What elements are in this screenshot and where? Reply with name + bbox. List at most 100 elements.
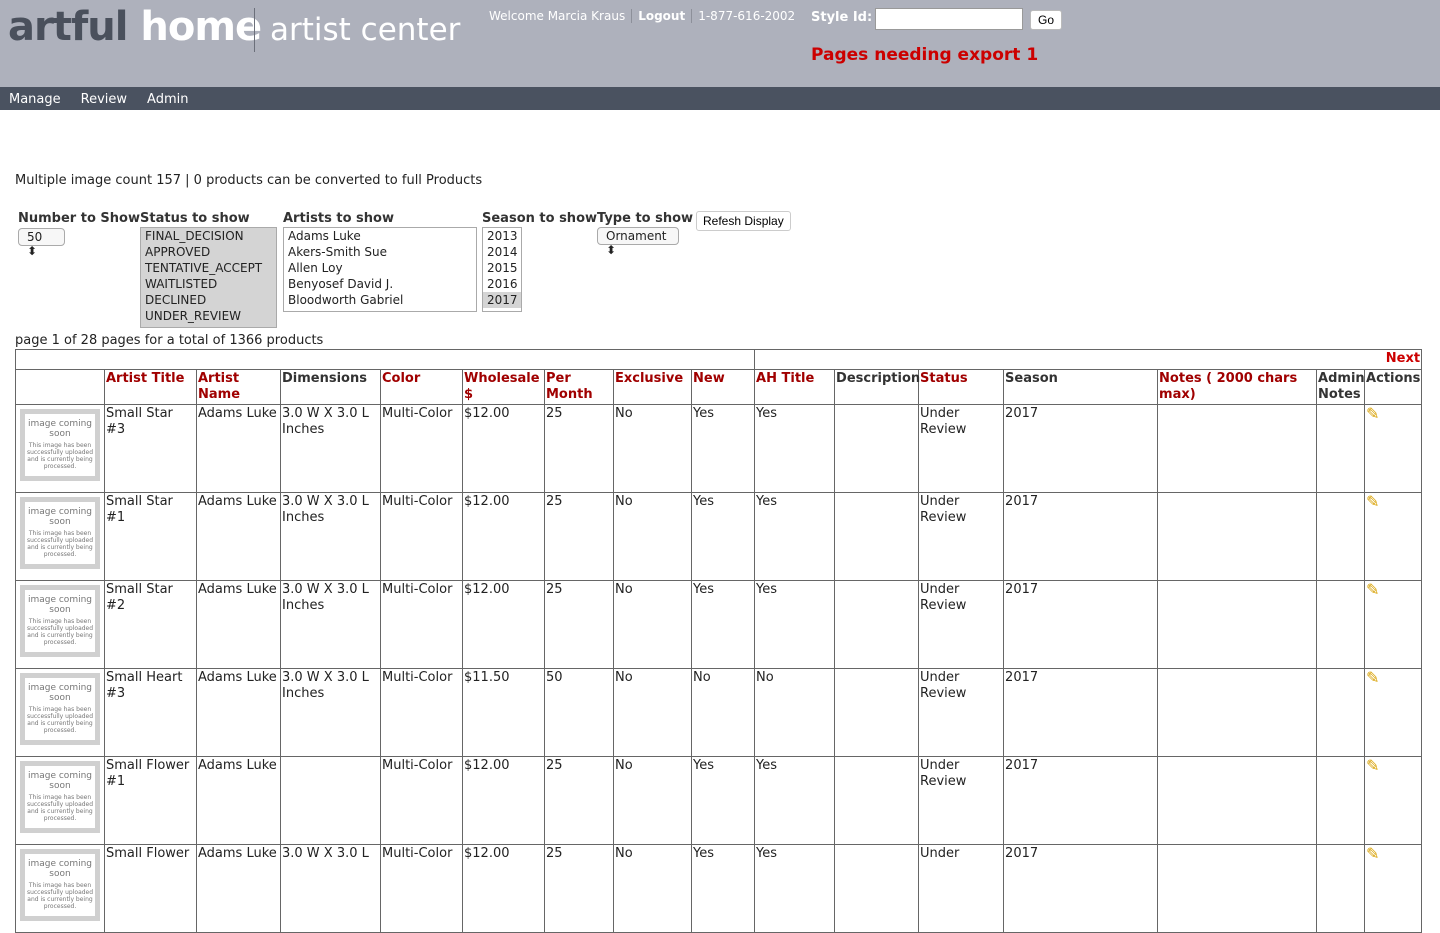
cell-season: 2017 bbox=[1003, 844, 1159, 933]
cell-status: Under Review bbox=[918, 580, 1005, 669]
cell-artist-title: Small Star #2 bbox=[104, 580, 197, 669]
cell-new: Yes bbox=[690, 492, 756, 581]
column-header[interactable]: New bbox=[690, 369, 756, 405]
column-header[interactable]: Artist Name bbox=[196, 369, 281, 405]
cell-per-month: 25 bbox=[544, 756, 614, 845]
column-header[interactable]: Color bbox=[380, 369, 463, 405]
cell-admin-notes bbox=[1316, 404, 1366, 493]
image-placeholder: image coming soon This image has been suc… bbox=[20, 673, 100, 745]
style-id-input[interactable] bbox=[875, 8, 1023, 30]
placeholder-body: This image has been successfully uploade… bbox=[26, 794, 94, 822]
placeholder-text: image coming soon This image has been suc… bbox=[25, 854, 95, 916]
cell-notes-chars-max bbox=[1157, 492, 1318, 581]
status-option[interactable]: APPROVED bbox=[141, 244, 276, 260]
season-option[interactable]: 2017 bbox=[483, 292, 521, 308]
cell-per-month: 25 bbox=[544, 492, 614, 581]
edit-pencil-icon[interactable]: ✎ bbox=[1366, 404, 1380, 423]
table-row: image coming soon This image has been suc… bbox=[15, 492, 1423, 581]
cell-exclusive: No bbox=[613, 668, 692, 757]
edit-pencil-icon[interactable]: ✎ bbox=[1366, 580, 1380, 599]
column-header[interactable]: Exclusive bbox=[613, 369, 692, 405]
artist-option[interactable]: Akers-Smith Sue bbox=[288, 245, 387, 259]
season-option[interactable]: 2013 bbox=[487, 229, 518, 243]
top-links: Welcome Marcia Kraus Logout 1-877-616-20… bbox=[489, 9, 801, 23]
cell-new: Yes bbox=[690, 580, 756, 669]
nav-manage[interactable]: Manage bbox=[9, 92, 61, 107]
cell-artist-name: Adams Luke bbox=[196, 668, 281, 757]
column-header[interactable]: Artist Title bbox=[104, 369, 197, 405]
nav-admin[interactable]: Admin bbox=[147, 92, 189, 107]
cell-new: Yes bbox=[690, 844, 756, 933]
cell-per-month: 25 bbox=[544, 580, 614, 669]
status-option[interactable]: WAITLISTED bbox=[141, 276, 276, 292]
placeholder-title: image coming soon bbox=[27, 771, 93, 791]
nav-review[interactable]: Review bbox=[80, 92, 128, 107]
export-message[interactable]: Pages needing export 1 bbox=[811, 45, 1039, 65]
actions-cell: ✎ bbox=[1364, 756, 1423, 845]
artist-option[interactable]: Bloodworth Gabriel bbox=[288, 293, 404, 307]
cell-ah-title: Yes bbox=[754, 756, 836, 845]
edit-pencil-icon[interactable]: ✎ bbox=[1366, 492, 1380, 511]
table-row: image coming soon This image has been suc… bbox=[15, 844, 1423, 933]
cell-artist-name: Adams Luke bbox=[196, 844, 281, 933]
edit-pencil-icon[interactable]: ✎ bbox=[1366, 844, 1380, 863]
edit-pencil-icon[interactable]: ✎ bbox=[1366, 756, 1380, 775]
status-list[interactable]: FINAL_DECISION APPROVED TENTATIVE_ACCEPT WA… bbox=[140, 227, 277, 328]
cell-dimensions: 3.0 W X 3.0 L Inches bbox=[280, 668, 381, 757]
refresh-display-button[interactable]: Refesh Display bbox=[696, 211, 791, 231]
logout-link[interactable]: Logout bbox=[632, 9, 693, 23]
cell-ah-title: Yes bbox=[754, 492, 836, 581]
cell-description bbox=[834, 844, 920, 933]
column-header[interactable]: AH Title bbox=[754, 369, 836, 405]
status-option[interactable]: FINAL_DECISION bbox=[141, 228, 276, 244]
cell-season: 2017 bbox=[1003, 404, 1159, 493]
cell-wholesale: $11.50 bbox=[462, 668, 545, 757]
image-cell: image coming soon This image has been suc… bbox=[15, 580, 105, 669]
cell-exclusive: No bbox=[613, 756, 692, 845]
cell-exclusive: No bbox=[613, 404, 692, 493]
artists-list[interactable]: Adams Luke Akers-Smith Sue Allen Loy Benyos… bbox=[283, 227, 477, 312]
actions-cell: ✎ bbox=[1364, 404, 1423, 493]
cell-description bbox=[834, 404, 920, 493]
cell-artist-name: Adams Luke bbox=[196, 756, 281, 845]
status-option[interactable]: TENTATIVE_ACCEPT bbox=[141, 260, 276, 276]
number-select[interactable]: 50 ⬍ bbox=[18, 228, 65, 258]
placeholder-body: This image has been successfully uploade… bbox=[26, 530, 94, 558]
column-header[interactable]: Wholesale $ bbox=[462, 369, 545, 405]
status-option[interactable]: DECLINED bbox=[141, 292, 276, 308]
cell-description bbox=[834, 492, 920, 581]
column-header: Admin Notes bbox=[1316, 369, 1366, 405]
next-link[interactable]: Next bbox=[1385, 351, 1421, 366]
image-placeholder: image coming soon This image has been suc… bbox=[20, 409, 100, 481]
placeholder-body: This image has been successfully uploade… bbox=[26, 882, 94, 910]
status-option[interactable]: UNDER_REVIEW bbox=[141, 308, 276, 324]
artist-option[interactable]: Adams Luke bbox=[288, 229, 361, 243]
image-placeholder: image coming soon This image has been suc… bbox=[20, 761, 100, 833]
edit-pencil-icon[interactable]: ✎ bbox=[1366, 668, 1380, 687]
artist-option[interactable]: Benyosef David J. bbox=[288, 277, 394, 291]
artist-option[interactable]: Allen Loy bbox=[288, 261, 343, 275]
column-header[interactable]: Status bbox=[918, 369, 1005, 405]
go-button[interactable]: Go bbox=[1030, 10, 1062, 30]
cell-artist-name: Adams Luke bbox=[196, 404, 281, 493]
season-option[interactable]: 2015 bbox=[487, 261, 518, 275]
image-placeholder: image coming soon This image has been suc… bbox=[20, 849, 100, 921]
type-select[interactable]: Ornament ⬍ bbox=[597, 227, 679, 257]
column-header[interactable]: Per Month bbox=[544, 369, 614, 405]
cell-color: Multi-Color bbox=[380, 492, 463, 581]
season-option[interactable]: 2016 bbox=[487, 277, 518, 291]
cell-wholesale: $12.00 bbox=[462, 492, 545, 581]
season-option[interactable]: 2014 bbox=[487, 245, 518, 259]
logo[interactable]: artful home bbox=[8, 4, 262, 50]
header: artful home artist center Welcome Marcia… bbox=[0, 0, 1440, 87]
cell-notes-chars-max bbox=[1157, 844, 1318, 933]
placeholder-body: This image has been successfully uploade… bbox=[26, 442, 94, 470]
season-list[interactable]: 2013 2014 2015 2016 2017 bbox=[482, 227, 522, 312]
placeholder-body: This image has been successfully uploade… bbox=[26, 618, 94, 646]
cell-status: Under Review bbox=[918, 756, 1005, 845]
cell-ah-title: Yes bbox=[754, 844, 836, 933]
table-row: image coming soon This image has been suc… bbox=[15, 404, 1423, 493]
column-header[interactable]: Notes ( 2000 chars max) bbox=[1157, 369, 1318, 405]
table-row: image coming soon This image has been suc… bbox=[15, 668, 1423, 757]
cell-status: Under Review bbox=[918, 492, 1005, 581]
